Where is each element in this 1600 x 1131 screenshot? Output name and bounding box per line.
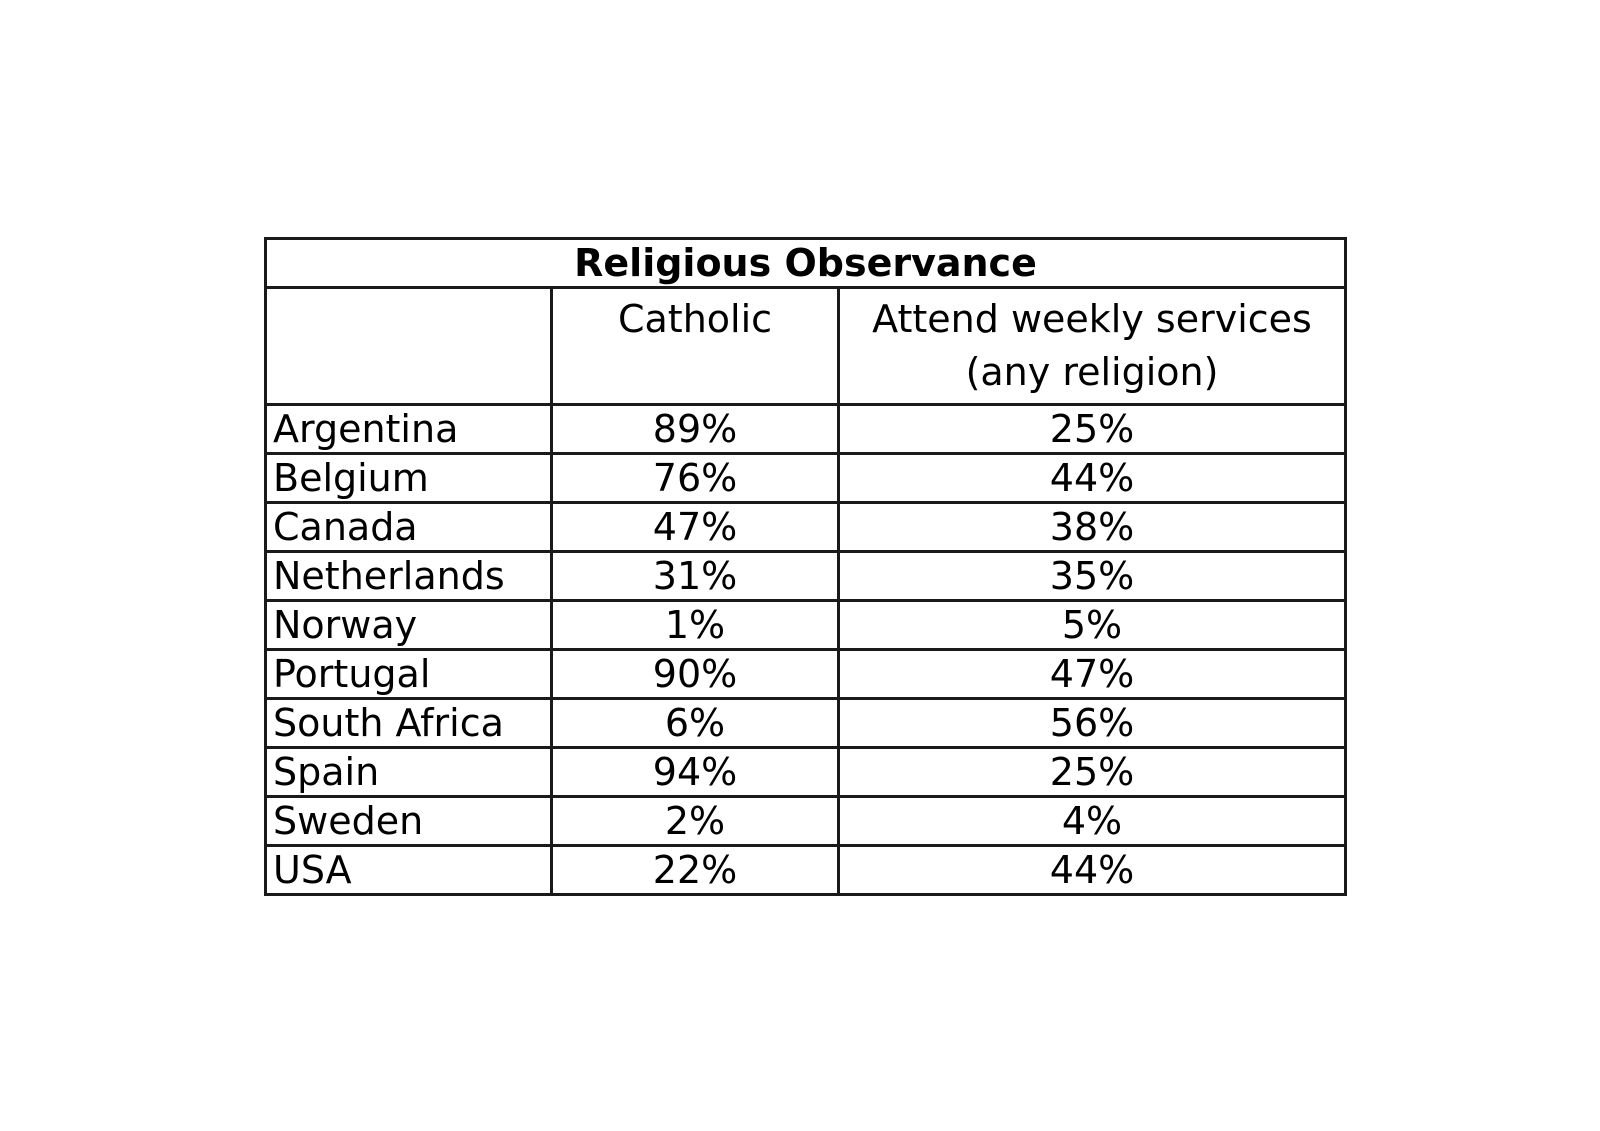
weekly-attendance-cell: 5%	[836, 599, 1348, 651]
country-cell: South Africa	[264, 697, 553, 749]
weekly-attendance-cell: 35%	[836, 550, 1348, 602]
weekly-attendance-cell: 47%	[836, 648, 1348, 700]
catholic-percent-cell: 6%	[550, 697, 840, 749]
table-row: Sweden 2% 4%	[264, 795, 1348, 847]
country-cell: Norway	[264, 599, 553, 651]
table-body: Argentina 89% 25% Belgium 76% 44% Canada 47% 38%…	[264, 403, 1348, 896]
country-cell: Canada	[264, 501, 553, 553]
weekly-attendance-cell: 38%	[836, 501, 1348, 553]
column-header-weekly-line-1: Attend weekly services	[872, 297, 1312, 341]
country-cell: Netherlands	[264, 550, 553, 602]
catholic-percent-cell: 89%	[550, 403, 840, 455]
country-cell: Belgium	[264, 452, 553, 504]
table-row: Portugal 90% 47%	[264, 648, 1348, 700]
weekly-attendance-cell: 25%	[836, 403, 1348, 455]
catholic-percent-cell: 22%	[550, 844, 840, 896]
table-title: Religious Observance	[263, 237, 1348, 289]
table-row: Canada 47% 38%	[264, 501, 1348, 553]
catholic-percent-cell: 1%	[550, 599, 840, 651]
table-row: Argentina 89% 25%	[264, 403, 1348, 455]
table-row: Belgium 76% 44%	[264, 452, 1348, 504]
country-cell: Argentina	[264, 403, 553, 455]
catholic-percent-cell: 47%	[550, 501, 840, 553]
catholic-percent-cell: 2%	[550, 795, 840, 847]
table-row: Norway 1% 5%	[264, 599, 1348, 651]
column-header-weekly-line-2: (any religion)	[965, 350, 1219, 394]
column-header-catholic-label: Catholic	[617, 297, 773, 341]
weekly-attendance-cell: 25%	[836, 746, 1348, 798]
country-cell: Portugal	[264, 648, 553, 700]
religious-observance-table: Religious Observance Catholic Attend wee…	[263, 237, 1348, 896]
column-header-country	[264, 286, 553, 406]
catholic-percent-cell: 94%	[550, 746, 840, 798]
table-row: Netherlands 31% 35%	[264, 550, 1348, 602]
table-row: Spain 94% 25%	[264, 746, 1348, 798]
catholic-percent-cell: 31%	[550, 550, 840, 602]
table-row: USA 22% 44%	[264, 844, 1348, 896]
column-header-row: Catholic Attend weekly services (any rel…	[264, 286, 1348, 406]
column-header-weekly-services: Attend weekly services (any religion)	[836, 286, 1348, 406]
country-cell: USA	[264, 844, 553, 896]
country-cell: Spain	[264, 746, 553, 798]
weekly-attendance-cell: 56%	[836, 697, 1348, 749]
weekly-attendance-cell: 44%	[836, 844, 1348, 896]
weekly-attendance-cell: 44%	[836, 452, 1348, 504]
column-header-catholic: Catholic	[550, 286, 840, 406]
catholic-percent-cell: 90%	[550, 648, 840, 700]
catholic-percent-cell: 76%	[550, 452, 840, 504]
table-row: South Africa 6% 56%	[264, 697, 1348, 749]
country-cell: Sweden	[264, 795, 553, 847]
weekly-attendance-cell: 4%	[836, 795, 1348, 847]
